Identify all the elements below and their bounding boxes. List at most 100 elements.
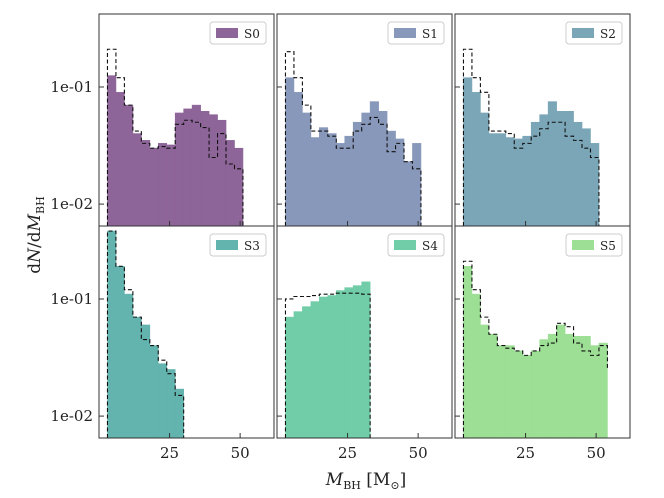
bar	[149, 147, 159, 226]
y-tick-label: 1e-01	[50, 290, 93, 308]
panel-s4: 25 50 S4	[276, 225, 453, 462]
bar	[539, 339, 549, 438]
bar	[293, 92, 303, 226]
bar	[581, 336, 591, 438]
bar	[327, 295, 337, 438]
legend-swatch	[572, 28, 594, 38]
x-axis-label: MBH [M⊙]	[325, 470, 406, 492]
bar	[107, 75, 117, 226]
bar	[302, 112, 312, 226]
bar	[590, 143, 600, 226]
legend-s1: S1	[387, 21, 445, 45]
bar	[522, 135, 532, 226]
bar	[480, 112, 490, 226]
legend-s5: S5	[565, 233, 623, 257]
bar	[344, 287, 354, 438]
bar	[293, 311, 303, 438]
bar	[547, 333, 557, 438]
bar	[327, 133, 337, 226]
bar	[369, 101, 379, 226]
bar	[124, 293, 134, 438]
panel-s1: S1	[276, 13, 453, 227]
panel-s3: 1e-02 1e-01 25 50 S3	[50, 225, 275, 462]
bar	[335, 290, 346, 438]
bar	[124, 104, 134, 226]
bars-s4	[284, 281, 371, 438]
bar	[157, 363, 168, 438]
bar	[132, 316, 142, 438]
legend-label: S1	[422, 27, 438, 41]
y-axis-label: dN/dMBH	[25, 196, 47, 274]
legend-label: S2	[600, 27, 616, 41]
bar	[497, 133, 507, 226]
bar	[556, 110, 566, 226]
y-tick-label: 1e-02	[50, 195, 93, 213]
bar	[463, 266, 473, 438]
bar	[513, 138, 524, 226]
bar	[412, 143, 422, 226]
legend-label: S3	[244, 239, 260, 253]
bar	[463, 77, 473, 226]
bar	[107, 230, 117, 438]
bar	[361, 281, 371, 438]
bar	[174, 112, 184, 226]
reference-outline	[106, 230, 185, 438]
bars-s0	[106, 48, 244, 226]
bars-s5	[462, 260, 608, 438]
bar	[403, 161, 413, 226]
reference-outline	[462, 48, 600, 226]
bar	[174, 388, 184, 438]
x-tick-label: 25	[516, 444, 535, 462]
bar	[344, 135, 354, 226]
legend-swatch	[572, 240, 594, 250]
reference-outline	[284, 292, 371, 438]
x-tick-label: 50	[231, 444, 250, 462]
legend-s0: S0	[209, 21, 267, 45]
bar	[352, 121, 362, 226]
bar	[488, 333, 498, 438]
bar	[149, 345, 159, 438]
panel-s2: S2	[454, 13, 631, 227]
bar	[564, 333, 574, 438]
legend-swatch	[216, 28, 238, 38]
bars-s3	[106, 230, 185, 438]
legend-s4: S4	[387, 233, 445, 257]
bar	[497, 345, 507, 438]
bar	[505, 137, 515, 226]
legend-s2: S2	[565, 21, 623, 45]
y-tick-label: 1e-02	[50, 407, 93, 425]
bar	[573, 121, 583, 226]
bar	[132, 133, 142, 226]
bar	[115, 92, 125, 226]
bar	[191, 104, 201, 226]
legend-swatch	[394, 28, 416, 38]
legend-label: S0	[244, 27, 260, 41]
bar	[166, 369, 176, 438]
bar	[361, 112, 371, 226]
x-tick-label: 50	[587, 444, 606, 462]
bar	[141, 140, 151, 226]
legend-s3: S3	[209, 233, 267, 257]
y-tick-label: 1e-01	[50, 78, 93, 96]
bar	[530, 121, 540, 226]
bar	[556, 324, 566, 438]
bar	[530, 350, 540, 438]
bar	[157, 143, 168, 226]
bar	[285, 77, 295, 226]
bar	[386, 130, 396, 226]
bar	[319, 127, 329, 226]
bar	[395, 138, 405, 226]
bar	[598, 342, 608, 438]
bar	[471, 293, 481, 438]
legend-label: S4	[422, 239, 438, 253]
bars-s1	[284, 51, 422, 226]
legend-swatch	[394, 240, 416, 250]
bar	[513, 350, 524, 438]
bar	[225, 140, 235, 226]
bar	[352, 285, 362, 438]
bar	[208, 114, 218, 226]
bar	[480, 324, 490, 438]
x-tick-label: 50	[409, 444, 428, 462]
bar	[285, 316, 295, 438]
